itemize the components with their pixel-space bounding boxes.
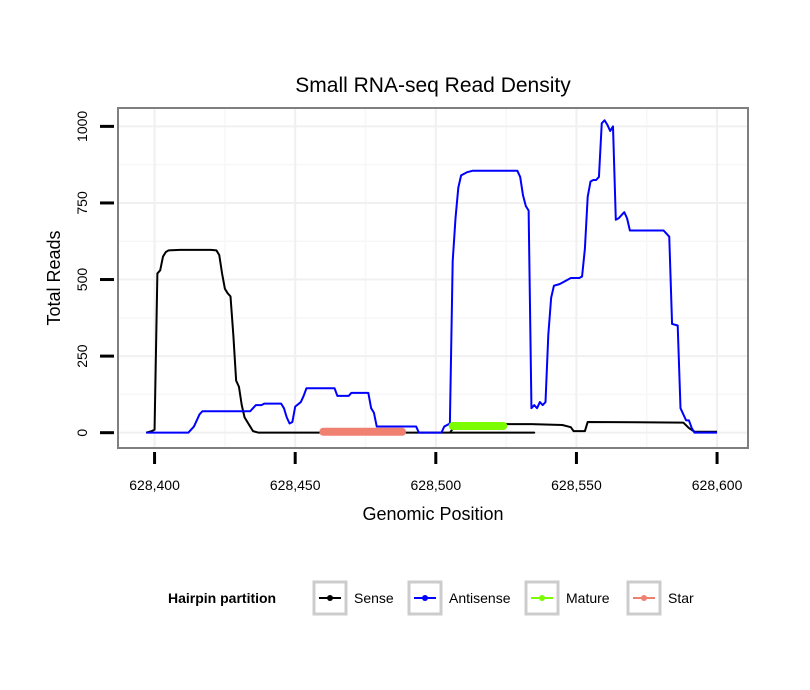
- x-tick-label: 628,600: [692, 477, 743, 493]
- legend-item-sense: Sense: [312, 580, 394, 616]
- series-line-sense: [145, 248, 718, 434]
- y-tick-label: 250: [74, 344, 90, 368]
- legend-label: Antisense: [449, 590, 511, 606]
- y-tick-label: 500: [74, 268, 90, 292]
- plot-panel: [117, 107, 749, 449]
- x-tick-label: 628,450: [270, 477, 321, 493]
- x-tick-label: 628,500: [411, 477, 462, 493]
- legend-key-point: [327, 595, 333, 601]
- series-lines: [145, 119, 718, 436]
- legend-item-star: Star: [626, 580, 694, 616]
- y-axis: 0 250 500 750 1000: [74, 111, 114, 437]
- legend-key-point: [641, 595, 647, 601]
- panel-border: [117, 107, 749, 449]
- legend: Hairpin partition Sense Antisense Mature St…: [168, 580, 694, 616]
- y-tick-label: 750: [74, 191, 90, 215]
- x-axis-title: Genomic Position: [362, 504, 503, 524]
- series-line-antisense: [146, 119, 718, 434]
- legend-title: Hairpin partition: [168, 590, 276, 606]
- legend-item-antisense: Antisense: [407, 580, 511, 616]
- x-tick-label: 628,400: [129, 477, 180, 493]
- y-tick-label: 0: [74, 429, 90, 437]
- legend-key-point: [422, 595, 428, 601]
- legend-keys: Sense Antisense Mature Star: [312, 580, 694, 616]
- y-tick-label: 1000: [74, 111, 90, 142]
- legend-item-mature: Mature: [524, 580, 610, 616]
- legend-label: Sense: [354, 590, 394, 606]
- chart-title: Small RNA-seq Read Density: [295, 74, 571, 97]
- legend-key-point: [539, 595, 545, 601]
- legend-label: Star: [668, 590, 694, 606]
- panel-background: [118, 108, 748, 448]
- x-tick-label: 628,550: [551, 477, 602, 493]
- y-axis-title: Total Reads: [44, 230, 64, 325]
- legend-label: Mature: [566, 590, 610, 606]
- x-axis: 628,400 628,450 628,500 628,550 628,600: [129, 452, 743, 493]
